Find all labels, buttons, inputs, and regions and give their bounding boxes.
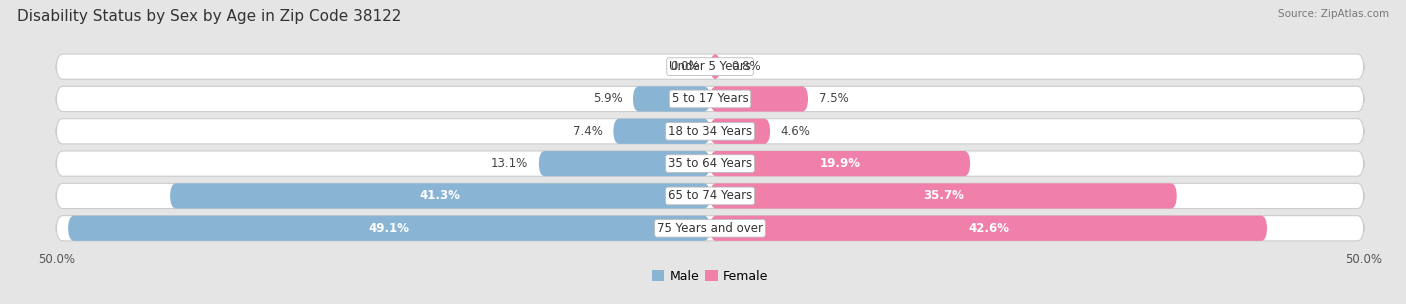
FancyBboxPatch shape	[633, 86, 710, 112]
Text: 5 to 17 Years: 5 to 17 Years	[672, 92, 748, 105]
Text: 0.8%: 0.8%	[731, 60, 761, 73]
Text: 35.7%: 35.7%	[922, 189, 965, 202]
FancyBboxPatch shape	[710, 151, 970, 176]
Text: 49.1%: 49.1%	[368, 222, 409, 235]
Text: 4.6%: 4.6%	[780, 125, 810, 138]
Text: 13.1%: 13.1%	[491, 157, 529, 170]
FancyBboxPatch shape	[56, 86, 1364, 112]
FancyBboxPatch shape	[170, 183, 710, 209]
FancyBboxPatch shape	[56, 119, 1364, 144]
FancyBboxPatch shape	[67, 216, 710, 241]
Text: Source: ZipAtlas.com: Source: ZipAtlas.com	[1278, 9, 1389, 19]
Text: 42.6%: 42.6%	[969, 222, 1010, 235]
FancyBboxPatch shape	[56, 54, 1364, 79]
Text: 75 Years and over: 75 Years and over	[657, 222, 763, 235]
FancyBboxPatch shape	[56, 216, 1364, 241]
FancyBboxPatch shape	[613, 119, 710, 144]
Text: 18 to 34 Years: 18 to 34 Years	[668, 125, 752, 138]
Text: 7.5%: 7.5%	[818, 92, 848, 105]
FancyBboxPatch shape	[710, 54, 720, 79]
Text: 5.9%: 5.9%	[593, 92, 623, 105]
FancyBboxPatch shape	[710, 86, 808, 112]
FancyBboxPatch shape	[56, 183, 1364, 209]
Text: 7.4%: 7.4%	[572, 125, 603, 138]
Text: Under 5 Years: Under 5 Years	[669, 60, 751, 73]
Text: 65 to 74 Years: 65 to 74 Years	[668, 189, 752, 202]
FancyBboxPatch shape	[56, 151, 1364, 176]
Legend: Male, Female: Male, Female	[647, 265, 773, 288]
Text: 41.3%: 41.3%	[419, 189, 460, 202]
FancyBboxPatch shape	[710, 119, 770, 144]
FancyBboxPatch shape	[710, 216, 1267, 241]
Text: Disability Status by Sex by Age in Zip Code 38122: Disability Status by Sex by Age in Zip C…	[17, 9, 401, 24]
Text: 35 to 64 Years: 35 to 64 Years	[668, 157, 752, 170]
Text: 0.0%: 0.0%	[669, 60, 700, 73]
Text: 19.9%: 19.9%	[820, 157, 860, 170]
FancyBboxPatch shape	[710, 183, 1177, 209]
FancyBboxPatch shape	[538, 151, 710, 176]
